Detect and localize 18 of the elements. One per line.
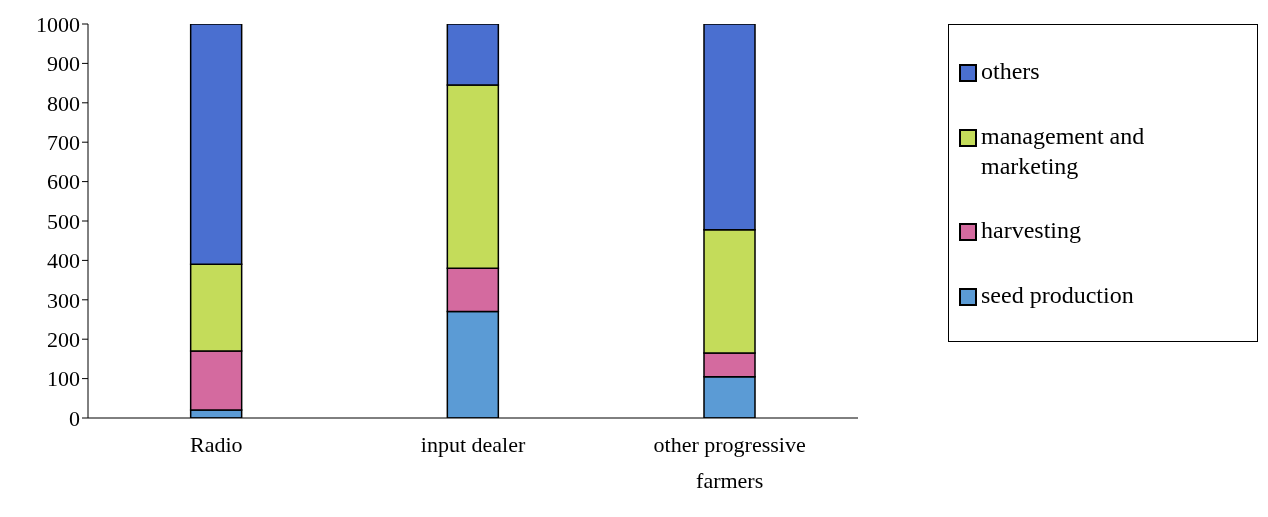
y-tick-label: 700	[47, 130, 80, 156]
y-tick-label: 100	[47, 366, 80, 392]
x-tick-label: input dealer	[420, 432, 526, 457]
legend-label: management and marketing	[981, 121, 1146, 181]
legend-label: others	[981, 57, 1041, 87]
x-tick-label: Radio	[190, 432, 243, 457]
y-tick-label: 0	[69, 405, 80, 431]
y-tick-label: 600	[47, 169, 80, 195]
y-tick-label: 900	[47, 51, 80, 77]
y-tick-label: 300	[47, 287, 80, 313]
legend-label: harvesting	[981, 216, 1082, 246]
y-tick-label: 800	[47, 90, 80, 116]
legend-label: seed production	[981, 280, 1135, 310]
y-tick-label: 1000	[36, 11, 80, 37]
x-tick-label: other progressive farmers	[653, 432, 806, 493]
y-tick-label: 200	[47, 327, 80, 353]
y-tick-label: 500	[47, 208, 80, 234]
y-tick-label: 400	[47, 248, 80, 274]
